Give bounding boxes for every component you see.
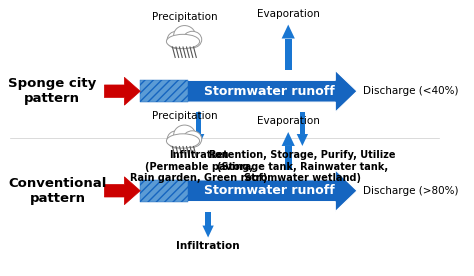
Ellipse shape [183,31,202,48]
Text: Precipitation: Precipitation [152,111,218,121]
Polygon shape [104,177,140,205]
Text: Discharge (<40%): Discharge (<40%) [363,86,458,96]
Text: Precipitation: Precipitation [152,12,218,22]
Polygon shape [297,134,308,146]
Text: Infiltration: Infiltration [176,242,240,251]
Polygon shape [282,25,295,39]
Polygon shape [140,80,188,102]
Ellipse shape [183,131,202,147]
Ellipse shape [173,26,195,45]
Text: Evaporation: Evaporation [257,116,319,126]
Polygon shape [140,170,357,212]
Text: Conventional
pattern: Conventional pattern [8,177,107,205]
Polygon shape [140,180,188,201]
Polygon shape [300,112,305,134]
Text: Discharge (>80%): Discharge (>80%) [363,186,458,196]
Text: Stormwater runoff: Stormwater runoff [204,184,334,197]
Polygon shape [202,225,214,237]
Text: Stormwater runoff: Stormwater runoff [204,85,334,98]
Ellipse shape [167,131,187,148]
Ellipse shape [167,31,187,49]
Ellipse shape [166,134,200,148]
Text: Retention, Storage, Purify, Utilize
(Storage tank, Rainwater tank,
Stromwater we: Retention, Storage, Purify, Utilize (Sto… [209,150,396,183]
Polygon shape [285,39,292,70]
Text: Evaporation: Evaporation [257,9,319,18]
Polygon shape [104,77,140,105]
Text: Infiltration
(Permeable paving,
Rain garden, Green roof): Infiltration (Permeable paving, Rain gar… [130,150,267,183]
Polygon shape [282,132,295,146]
Polygon shape [196,112,201,134]
Polygon shape [285,146,292,170]
Text: Sponge city
pattern: Sponge city pattern [8,77,97,105]
Ellipse shape [166,34,200,49]
Polygon shape [205,212,211,225]
Ellipse shape [173,125,195,145]
Polygon shape [140,70,357,112]
Polygon shape [193,134,204,146]
